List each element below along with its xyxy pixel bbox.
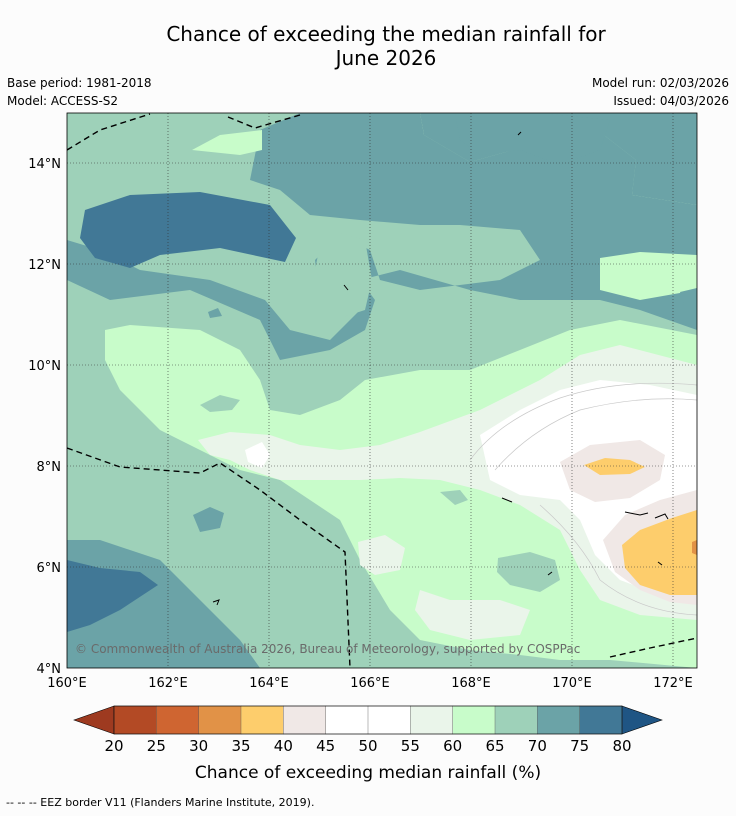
- zone-30-35: [692, 540, 697, 555]
- colorbar-tick-label: 20: [104, 737, 123, 755]
- lat-label: 10°N: [28, 359, 61, 374]
- lon-label: 172°E: [653, 676, 693, 691]
- colorbar-segment: [494, 705, 538, 735]
- lat-label: 14°N: [28, 157, 61, 172]
- colorbar-segment: [579, 705, 623, 735]
- colorbar-tick-label: 65: [485, 737, 504, 755]
- contour-b: [494, 398, 697, 471]
- map-frame: [66, 112, 698, 669]
- colorbar-segment: [537, 705, 581, 735]
- meta-right: Model run: 02/03/2026 Issued: 04/03/2026: [592, 74, 729, 110]
- patch-b: [440, 490, 468, 505]
- title-line-2: June 2026: [335, 46, 437, 70]
- zone-70-75-band: [67, 113, 697, 360]
- lon-label: 170°E: [552, 676, 592, 691]
- colorbar-over-arrow: [621, 705, 663, 735]
- colorbar-segment: [410, 705, 454, 735]
- model-name: Model: ACCESS-S2: [7, 94, 119, 108]
- islands: [212, 131, 669, 606]
- lat-label: 4°N: [37, 662, 62, 677]
- title-line-1: Chance of exceeding the median rainfall …: [166, 22, 606, 46]
- lon-axis: 160°E 162°E 164°E 166°E 168°E 170°E 172°…: [47, 676, 693, 691]
- lon-label: 168°E: [451, 676, 491, 691]
- lon-label: 166°E: [350, 676, 390, 691]
- colorbar: 20 25 30 35 40 45 50 55 60 65 70 75 80 Chance of exc…: [73, 705, 663, 783]
- map-area: © Commonwealth of Australia 2026, Bureau…: [67, 113, 697, 668]
- colorbar-frame: [113, 705, 623, 735]
- lon-label: 162°E: [148, 676, 188, 691]
- zone-75-80-west: [80, 192, 296, 268]
- patch-d: [193, 507, 224, 532]
- colorbar-tick-label: 35: [231, 737, 250, 755]
- colorbar-segment: [367, 705, 411, 735]
- lat-label: 8°N: [37, 460, 62, 475]
- patch-e: [208, 308, 222, 318]
- colorbar-segment: [325, 705, 369, 735]
- colorbar-segment: [283, 705, 327, 735]
- zone-35-40-a: [584, 458, 645, 475]
- zone-65-70-blob: [315, 233, 372, 318]
- lat-axis: 14°N 12°N 10°N 8°N 6°N 4°N: [28, 157, 61, 677]
- colorbar-segment: [198, 705, 242, 735]
- meta-left: Base period: 1981-2018 Model: ACCESS-S2: [7, 74, 152, 110]
- zone-60-65-north: [192, 130, 262, 155]
- lon-label: 160°E: [47, 676, 87, 691]
- colorbar-label: Chance of exceeding median rainfall (%): [195, 763, 541, 783]
- zone-55-60-south: [415, 590, 530, 640]
- colorbar-tick-label: 55: [401, 737, 420, 755]
- colorbar-segment: [113, 705, 157, 735]
- copyright-notice: © Commonwealth of Australia 2026, Bureau…: [75, 642, 580, 656]
- lon-label: 164°E: [249, 676, 289, 691]
- base-period: Base period: 1981-2018: [7, 76, 152, 90]
- lat-label: 12°N: [28, 258, 61, 273]
- lat-label: 6°N: [37, 561, 62, 576]
- zone-35-40-b: [622, 510, 697, 595]
- colorbar-tick-label: 45: [316, 737, 335, 755]
- patch-a: [200, 395, 240, 412]
- colorbar-tick-label: 50: [358, 737, 377, 755]
- colorbar-segment: [156, 705, 200, 735]
- map-title: Chance of exceeding the median rainfall …: [0, 22, 736, 70]
- colorbar-under-arrow: [73, 705, 115, 735]
- colorbar-tick-label: 70: [528, 737, 547, 755]
- zone-70-75-north: [455, 113, 610, 165]
- colorbar-tick-label: 80: [612, 737, 631, 755]
- zone-75-80-sw: [67, 560, 158, 632]
- colorbar-segment: [452, 705, 496, 735]
- issued-date: Issued: 04/03/2026: [613, 94, 729, 108]
- eez-legend-footer: -- -- -- EEZ border V11 (Flanders Marine…: [6, 796, 315, 809]
- colorbar-tick-label: 30: [189, 737, 208, 755]
- colorbar-tick-label: 40: [274, 737, 293, 755]
- patch-c: [497, 552, 560, 592]
- contour-a: [469, 382, 697, 461]
- zone-45-55-west: [245, 442, 270, 468]
- eez-borders: [67, 113, 697, 668]
- contour-c: [539, 504, 697, 616]
- gridlines: [67, 113, 697, 668]
- colorbar-tick-label: 60: [443, 737, 462, 755]
- colorbar-segment: [240, 705, 284, 735]
- colorbar-tick-label: 25: [147, 737, 166, 755]
- colorbar-tick-label: 75: [570, 737, 589, 755]
- patch-f: [680, 288, 697, 305]
- model-run: Model run: 02/03/2026: [591, 76, 729, 90]
